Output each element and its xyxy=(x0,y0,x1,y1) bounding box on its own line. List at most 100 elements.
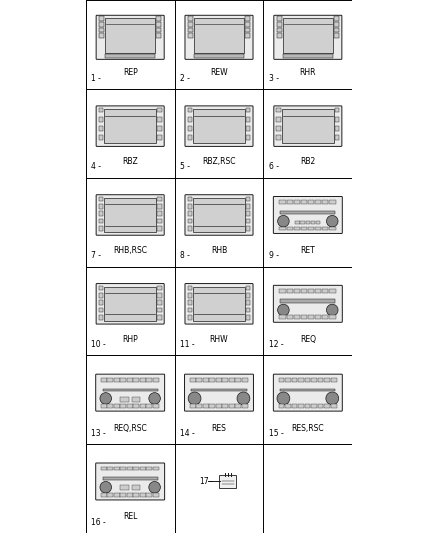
Bar xyxy=(99,28,104,33)
Bar xyxy=(335,135,339,140)
Bar xyxy=(298,405,304,408)
Bar xyxy=(157,293,162,297)
Bar xyxy=(246,293,251,297)
Bar xyxy=(295,221,300,224)
Bar xyxy=(187,117,192,122)
Text: RHP: RHP xyxy=(122,335,138,344)
Bar xyxy=(229,378,235,382)
Circle shape xyxy=(277,392,290,405)
Bar xyxy=(134,493,139,497)
Bar xyxy=(246,226,251,231)
FancyBboxPatch shape xyxy=(274,106,342,147)
Bar xyxy=(298,378,304,382)
Bar xyxy=(157,219,162,223)
Bar xyxy=(196,405,202,408)
Circle shape xyxy=(326,215,338,227)
Text: 5 -: 5 - xyxy=(180,163,190,172)
Bar xyxy=(301,316,307,319)
Bar xyxy=(127,467,133,470)
Bar xyxy=(187,204,192,208)
Bar xyxy=(293,289,300,293)
Bar xyxy=(222,378,228,382)
Bar xyxy=(187,286,192,290)
Bar xyxy=(286,200,293,204)
Bar xyxy=(246,286,251,290)
Bar xyxy=(245,28,250,33)
FancyBboxPatch shape xyxy=(185,15,253,59)
Bar xyxy=(190,378,196,382)
Text: 6 -: 6 - xyxy=(269,163,279,172)
Bar xyxy=(324,405,330,408)
Bar xyxy=(153,467,159,470)
Bar xyxy=(156,33,161,38)
Bar xyxy=(104,198,156,232)
Bar xyxy=(315,200,321,204)
FancyBboxPatch shape xyxy=(95,374,165,411)
Bar xyxy=(187,293,192,297)
Bar xyxy=(114,493,120,497)
Text: RB2: RB2 xyxy=(300,157,315,166)
Bar xyxy=(322,289,328,293)
FancyBboxPatch shape xyxy=(273,197,343,233)
Bar xyxy=(276,117,281,122)
Bar xyxy=(157,204,162,208)
Bar xyxy=(286,316,293,319)
Bar xyxy=(315,289,321,293)
Bar xyxy=(146,378,152,382)
Text: REQ: REQ xyxy=(300,335,316,344)
Bar xyxy=(99,219,103,223)
Bar xyxy=(120,378,126,382)
Bar xyxy=(99,315,103,320)
Bar xyxy=(157,226,162,231)
Bar xyxy=(120,397,129,401)
Bar xyxy=(322,316,328,319)
Bar xyxy=(235,378,241,382)
Text: RES: RES xyxy=(212,424,226,433)
Bar xyxy=(101,467,107,470)
Bar xyxy=(99,16,104,21)
Bar xyxy=(334,33,339,38)
Bar xyxy=(120,493,126,497)
Bar xyxy=(157,126,162,131)
Text: REP: REP xyxy=(123,68,138,77)
Bar xyxy=(157,197,162,201)
Bar xyxy=(127,405,133,408)
Bar xyxy=(300,221,305,224)
Text: 15 -: 15 - xyxy=(269,429,283,438)
Circle shape xyxy=(149,393,160,404)
Bar xyxy=(99,212,103,216)
Bar xyxy=(193,287,245,321)
Bar xyxy=(194,54,244,58)
Bar xyxy=(245,22,250,27)
Bar xyxy=(120,405,126,408)
Bar xyxy=(102,478,158,480)
Bar xyxy=(283,18,333,53)
Bar xyxy=(216,378,222,382)
Bar xyxy=(311,378,317,382)
Bar xyxy=(203,378,208,382)
Bar xyxy=(193,198,245,232)
Bar xyxy=(99,286,103,290)
Bar xyxy=(331,405,336,408)
Bar xyxy=(187,126,192,131)
Bar xyxy=(279,405,284,408)
Bar xyxy=(331,378,336,382)
Bar xyxy=(99,126,103,131)
Bar xyxy=(114,378,120,382)
Bar xyxy=(99,197,103,201)
Bar xyxy=(209,378,215,382)
Bar xyxy=(99,308,103,312)
Bar xyxy=(120,467,126,470)
Bar xyxy=(246,212,251,216)
Bar xyxy=(316,221,320,224)
Text: 8 -: 8 - xyxy=(180,251,190,260)
Bar xyxy=(187,308,192,312)
Bar xyxy=(304,378,311,382)
Bar xyxy=(245,33,250,38)
Bar xyxy=(187,212,192,216)
Bar xyxy=(140,378,146,382)
Bar xyxy=(324,378,330,382)
Bar xyxy=(188,33,193,38)
Bar xyxy=(188,22,193,27)
Bar xyxy=(322,200,328,204)
